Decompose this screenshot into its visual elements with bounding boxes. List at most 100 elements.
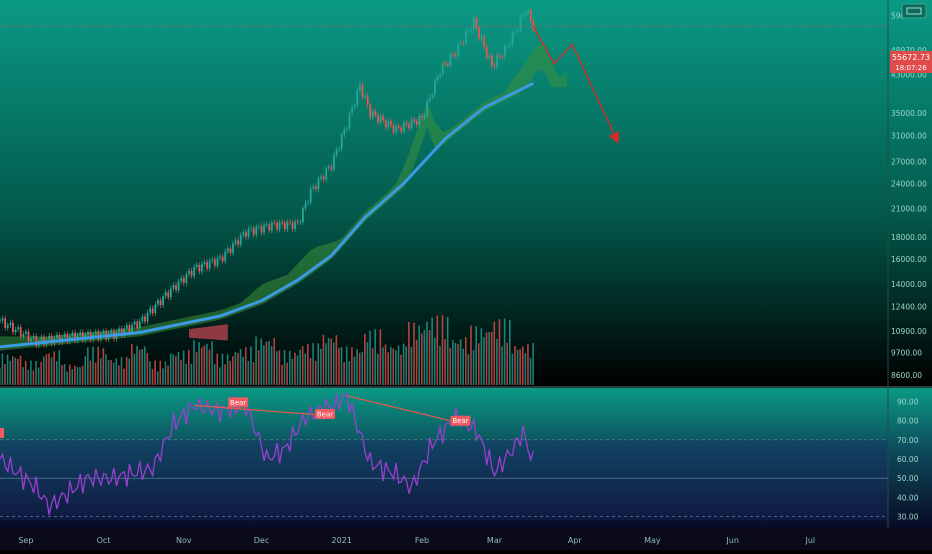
volume-bar [190, 363, 193, 385]
volume-bar [436, 315, 439, 385]
volume-bar [133, 353, 136, 385]
volume-bar [369, 330, 371, 385]
settings-button[interactable] [901, 3, 927, 19]
candle-body [509, 44, 511, 46]
candle-body [219, 256, 221, 258]
volume-bar [452, 340, 454, 385]
volume-bar [216, 353, 219, 385]
candle-body [245, 232, 247, 237]
volume-bar [335, 335, 338, 385]
x-tick-label: Feb [415, 536, 429, 545]
candle-body [441, 63, 444, 75]
volume-bar [89, 360, 92, 385]
candle-body [325, 168, 328, 180]
bear-label: Bear [452, 417, 468, 425]
volume-bar [503, 318, 506, 385]
price-pane-background [0, 0, 932, 386]
volume-bar [397, 345, 400, 385]
volume-bar [138, 349, 141, 385]
divergence-line [346, 395, 451, 422]
volume-bar [156, 371, 159, 385]
volume-bar [167, 365, 169, 385]
volume-bar [35, 360, 37, 385]
volume-bar [433, 337, 436, 385]
x-tick-label: Mar [487, 536, 503, 545]
volume-bar [30, 360, 32, 385]
rsi-axis: 90.00 80.00 70.00 60.00 50.00 40.00 30.00 [897, 398, 919, 522]
volume-bar [309, 358, 312, 385]
candle-body [74, 332, 76, 341]
candle-body [361, 84, 364, 97]
volume-bar [198, 342, 200, 385]
candle-body [151, 308, 154, 314]
candle-body [157, 300, 159, 305]
volume-bar [125, 357, 128, 385]
volume-bar [345, 346, 348, 385]
volume-bar [24, 360, 27, 385]
candle-body [273, 222, 276, 224]
volume-bar [112, 362, 115, 385]
candle-body [400, 127, 403, 132]
volume-bar [529, 357, 532, 385]
volume-bar [405, 346, 408, 385]
candle-body [265, 224, 268, 226]
candle-body [314, 186, 317, 190]
candle-body [237, 240, 240, 245]
candle-body [286, 221, 289, 230]
price-tick-label: 10900.00 [891, 327, 927, 336]
volume-bar [356, 349, 358, 385]
volume-bar [1, 353, 4, 385]
candle-body [320, 176, 322, 179]
candle-body [335, 149, 338, 155]
candle-body [428, 97, 431, 101]
candle-body [198, 265, 201, 272]
x-tick-label: Nov [176, 536, 192, 545]
candle-body [503, 45, 506, 58]
rsi-tick-label: 40.00 [897, 493, 919, 502]
candle-body [260, 226, 263, 233]
volume-bar [527, 344, 529, 385]
volume-bar [219, 367, 221, 385]
volume-bar [255, 336, 257, 385]
candle-body [296, 221, 299, 223]
last-price-label: 55672.73 [892, 53, 930, 62]
candle-body [472, 17, 475, 31]
volume-bar [45, 354, 48, 385]
candle-body [229, 248, 232, 253]
candle-body [524, 12, 527, 16]
price-tick-label: 9700.00 [891, 349, 922, 358]
candle-body [527, 10, 530, 13]
candle-body [514, 31, 517, 33]
candle-body [356, 89, 359, 106]
volume-bar [32, 370, 35, 385]
volume-bar [61, 365, 63, 385]
candle-body [431, 95, 434, 98]
candle-body [475, 17, 478, 28]
candle-body [193, 266, 196, 276]
candle-body [247, 228, 250, 237]
volume-bar [449, 347, 452, 385]
candle-body [307, 202, 309, 204]
volume-bar [159, 360, 162, 385]
candle-body [123, 328, 126, 336]
price-tick-label: 16000.00 [891, 255, 927, 264]
candle-body [382, 116, 385, 121]
candle-body [63, 333, 66, 338]
volume-bar [131, 343, 133, 385]
volume-bar [286, 362, 288, 385]
volume-bar [107, 360, 110, 385]
candle-body [221, 256, 224, 262]
volume-bar [392, 348, 395, 385]
volume-bar [340, 346, 343, 385]
candle-body [40, 336, 43, 341]
volume-bar [423, 329, 426, 385]
price-tick-label: 27000.00 [891, 157, 927, 166]
volume-bar [348, 361, 351, 385]
candle-body [110, 331, 113, 334]
price-tick-label: 35000.00 [891, 109, 927, 118]
candle-body [133, 321, 136, 325]
candle-body [480, 36, 483, 39]
candle-body [395, 126, 398, 133]
candle-body [276, 222, 278, 230]
volume-bar [428, 330, 431, 385]
